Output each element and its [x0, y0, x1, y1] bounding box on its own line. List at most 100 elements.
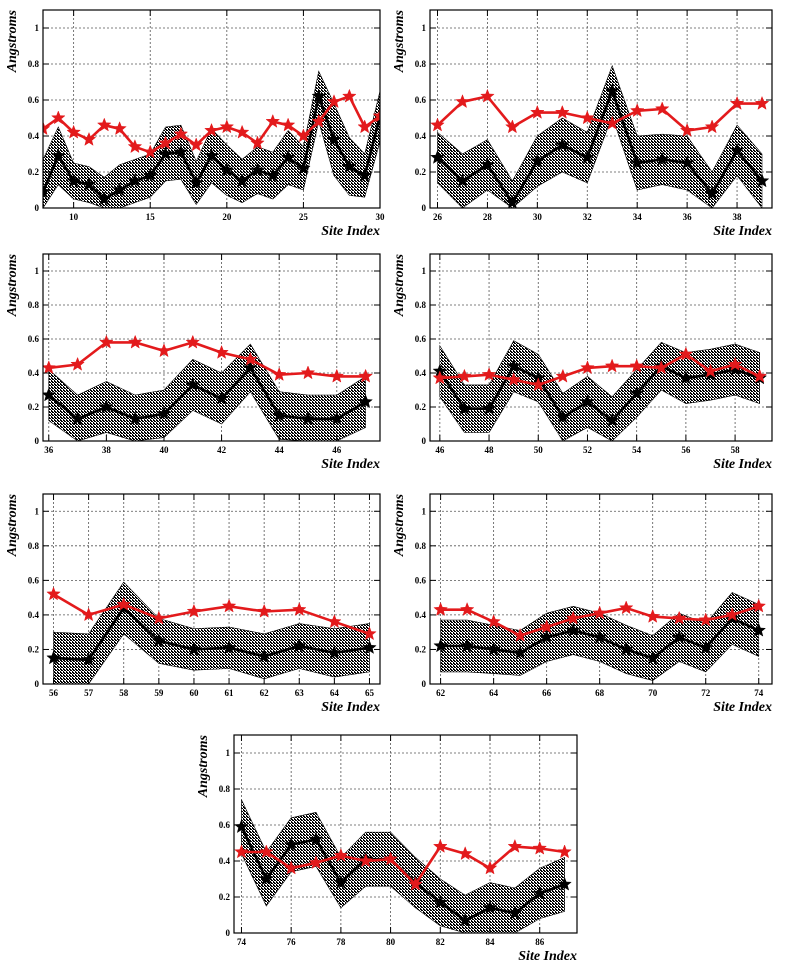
x-axis-title: Site Index — [321, 224, 380, 239]
x-axis-title: Site Index — [321, 457, 380, 472]
y-tick-label: 0.8 — [28, 300, 40, 310]
red-star-marker — [592, 605, 607, 620]
plot-area — [46, 581, 377, 684]
black-star-marker — [555, 409, 571, 424]
black-star-marker — [221, 639, 237, 654]
black-star-marker — [204, 148, 219, 163]
red-star-marker — [127, 139, 143, 154]
black-star-marker — [506, 358, 521, 373]
plot-area — [43, 334, 373, 441]
red-star-marker — [96, 117, 112, 132]
red-star-marker — [579, 110, 595, 125]
red-star-marker — [480, 88, 495, 103]
black-star-marker — [618, 641, 634, 656]
red-star-marker — [506, 372, 521, 387]
red-star-marker — [604, 358, 620, 373]
x-tick-label: 46 — [332, 445, 342, 455]
red-star-marker — [308, 855, 324, 870]
y-tick-label: 0.6 — [28, 334, 40, 344]
red-star-marker — [629, 358, 644, 373]
x-tick-label: 28 — [483, 212, 493, 222]
red-star-marker — [408, 876, 423, 891]
red-star-marker — [512, 627, 528, 642]
red-star-marker — [234, 844, 249, 859]
red-star-marker — [358, 853, 374, 868]
red-star-marker — [300, 365, 316, 380]
black-star-marker — [512, 645, 528, 660]
error-band — [53, 581, 370, 684]
black-star-marker — [754, 173, 770, 188]
red-star-marker — [703, 363, 718, 378]
plot-frame — [42, 9, 381, 209]
black-star-marker — [151, 633, 167, 648]
y-tick-label: 0.4 — [28, 610, 40, 620]
x-tick-label: 84 — [486, 937, 496, 947]
black-star-marker — [557, 876, 572, 891]
x-tick-label: 66 — [542, 688, 552, 698]
red-star-marker — [280, 117, 296, 132]
black-star-marker — [592, 629, 607, 644]
red-star-marker — [327, 614, 342, 629]
red-series-line — [52, 593, 370, 636]
error-band — [241, 799, 565, 933]
black-star-marker — [342, 158, 357, 173]
y-tick-label: 0.4 — [28, 368, 40, 378]
red-star-marker — [455, 94, 470, 109]
x-tick-label: 15 — [146, 212, 156, 222]
red-star-marker — [156, 343, 172, 358]
red-star-marker — [459, 601, 475, 616]
black-star-marker — [158, 146, 173, 161]
red-star-marker — [618, 600, 634, 615]
black-star-marker — [300, 411, 316, 426]
x-tick-label: 44 — [275, 445, 285, 455]
chart-panel-5: 56 57 58 59 60 61 62 63 64 65 0 0.2 0.4 0.6 0.8 1 Site I… — [5, 493, 381, 715]
black-star-marker — [326, 131, 342, 146]
chart-panel-2: 26 28 30 32 34 36 38 0 0.2 0.4 0.6 0.8 1 Site Index An… — [392, 9, 773, 239]
red-star-marker — [432, 838, 448, 853]
y-tick-label: 1 — [422, 23, 427, 33]
black-star-marker — [308, 831, 324, 846]
black-series-line — [47, 366, 367, 421]
red-star-marker — [530, 104, 545, 119]
red-star-marker — [629, 103, 645, 118]
x-tick-label: 70 — [648, 688, 658, 698]
red-star-marker — [342, 88, 357, 103]
red-star-marker — [43, 121, 51, 136]
red-star-marker — [116, 596, 132, 611]
black-star-marker — [505, 194, 520, 208]
black-star-marker — [579, 149, 595, 164]
x-axis-title: Site Index — [518, 949, 577, 963]
y-tick-label: 0.4 — [415, 368, 427, 378]
y-tick-label: 0.6 — [219, 820, 231, 830]
black-star-marker — [96, 191, 112, 206]
red-star-marker — [259, 844, 274, 859]
x-tick-label: 36 — [44, 445, 54, 455]
error-band — [439, 340, 761, 441]
black-star-marker — [507, 905, 523, 920]
black-star-marker — [459, 638, 475, 653]
y-tick-label: 0.4 — [415, 610, 427, 620]
x-tick-label: 38 — [733, 212, 743, 222]
red-star-marker — [214, 344, 229, 359]
black-star-marker — [457, 912, 473, 927]
black-star-marker — [43, 184, 51, 199]
x-tick-label: 48 — [485, 445, 495, 455]
y-tick-label: 0 — [35, 679, 40, 689]
black-star-marker — [704, 185, 720, 200]
black-star-marker — [66, 173, 81, 188]
black-star-marker — [250, 162, 265, 177]
x-axis-title: Site Index — [713, 224, 772, 239]
black-star-marker — [554, 137, 570, 152]
red-star-marker — [256, 603, 272, 618]
black-star-marker — [580, 394, 595, 409]
y-tick-label: 0.4 — [219, 856, 231, 866]
black-series-line — [436, 89, 764, 204]
x-tick-label: 58 — [731, 445, 741, 455]
red-star-marker — [243, 351, 258, 366]
red-star-marker — [645, 608, 661, 623]
red-star-marker — [457, 368, 472, 383]
x-tick-label: 25 — [299, 212, 309, 222]
red-star-marker — [727, 356, 743, 371]
black-star-marker — [185, 377, 201, 392]
red-star-marker — [271, 367, 287, 381]
